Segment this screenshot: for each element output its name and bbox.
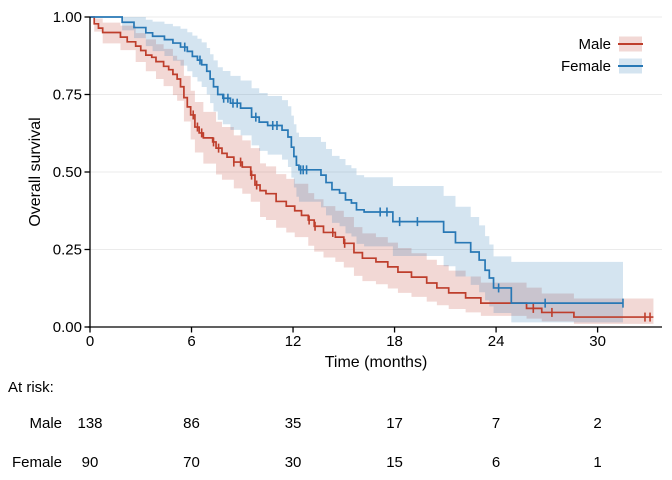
axes — [84, 16, 662, 333]
y-tick-label: 0.50 — [53, 164, 82, 181]
y-tick-label: 1.00 — [53, 9, 82, 26]
risk-count: 6 — [492, 454, 500, 471]
risk-row-female: Female 90 70 30 15 6 1 — [12, 454, 602, 471]
gridlines — [90, 16, 662, 250]
risk-count: 70 — [183, 454, 200, 471]
y-tick-label: 0.25 — [53, 242, 82, 259]
risk-row-male: Male 138 86 35 17 7 2 — [29, 415, 601, 432]
risk-table: At risk: Male 138 86 35 17 7 2 Female 90 70 30 15 6 1 — [8, 379, 602, 471]
female-survival-curve — [90, 16, 623, 304]
risk-count: 138 — [77, 415, 102, 432]
survival-curves — [90, 16, 654, 318]
y-axis-title: Overall survival — [27, 117, 44, 226]
risk-row-label-male: Male — [29, 415, 62, 432]
legend-label-male: Male — [578, 36, 611, 53]
risk-count: 30 — [285, 454, 302, 471]
risk-row-label-female: Female — [12, 454, 62, 471]
risk-table-title: At risk: — [8, 379, 54, 396]
ci-bands — [90, 17, 654, 324]
risk-count: 90 — [82, 454, 99, 471]
y-tick-label: 0.75 — [53, 87, 82, 104]
x-tick-label: 24 — [488, 333, 505, 350]
risk-count: 7 — [492, 415, 500, 432]
x-tick-label: 6 — [187, 333, 195, 350]
y-tick-label: 0.00 — [53, 319, 82, 336]
male-censor-marks — [192, 110, 651, 322]
axis-labels: 0 6 12 18 24 30 0.00 0.25 0.50 0.75 1.00 Time (mont… — [27, 9, 606, 371]
female-censor-marks — [183, 42, 624, 308]
risk-count: 1 — [593, 454, 601, 471]
legend-item-male: Male — [578, 36, 643, 53]
x-tick-label: 12 — [285, 333, 302, 350]
x-tick-label: 30 — [589, 333, 606, 350]
legend-label-female: Female — [561, 58, 611, 75]
x-axis-title: Time (months) — [325, 354, 428, 371]
x-tick-label: 0 — [86, 333, 94, 350]
legend: Male Female — [561, 36, 643, 75]
male-survival-curve — [90, 16, 654, 318]
female-ci-band — [90, 17, 623, 323]
risk-count: 2 — [593, 415, 601, 432]
male-ci-band — [90, 17, 654, 324]
risk-count: 17 — [386, 415, 403, 432]
risk-count: 15 — [386, 454, 403, 471]
risk-count: 86 — [183, 415, 200, 432]
risk-count: 35 — [285, 415, 302, 432]
legend-item-female: Female — [561, 58, 643, 75]
x-tick-label: 18 — [386, 333, 403, 350]
